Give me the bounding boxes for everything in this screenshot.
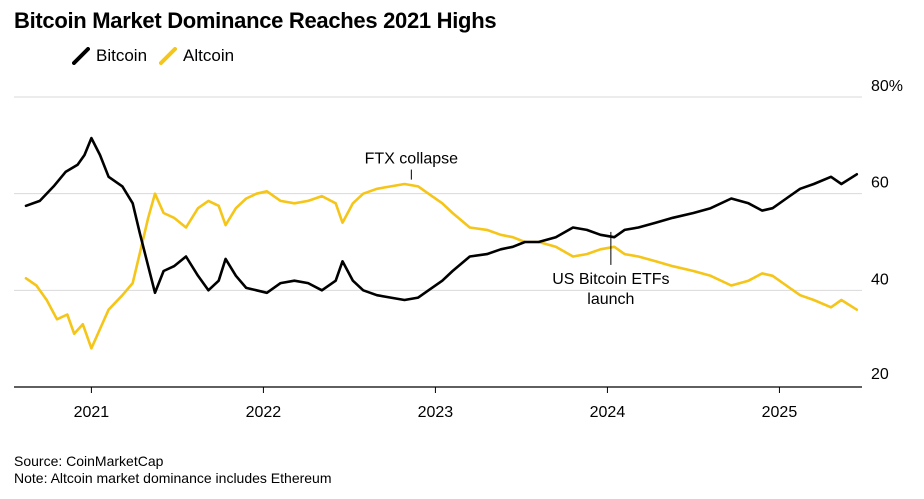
- legend-swatch-line-altcoin: [159, 47, 178, 65]
- series-line-altcoin: [24, 182, 859, 350]
- legend-label-bitcoin: Bitcoin: [96, 46, 148, 65]
- annotation-label-etf-1: launch: [587, 291, 634, 308]
- legend-swatch-altcoin: [159, 47, 178, 65]
- series-line-bitcoin: [24, 136, 859, 302]
- footnote: Note: Altcoin market dominance includes …: [14, 470, 332, 486]
- legend-label-altcoin: Altcoin: [183, 46, 235, 65]
- x-tick-label-2024: 2024: [590, 404, 626, 421]
- footer: Source: CoinMarketCap Note: Altcoin mark…: [14, 453, 332, 487]
- y-tick-label-60: 60: [871, 175, 889, 192]
- y-tick-label-40: 40: [871, 271, 889, 288]
- legend-item-bitcoin: Bitcoin: [72, 46, 147, 66]
- legend: Bitcoin Altcoin: [72, 46, 246, 66]
- y-tick-label-80: 80%: [871, 78, 903, 95]
- annotation-label-etf-0: US Bitcoin ETFs: [552, 271, 669, 288]
- x-tick-label-2021: 2021: [74, 404, 110, 421]
- annotation-label-ftx-0: FTX collapse: [365, 151, 458, 168]
- legend-item-altcoin: Altcoin: [159, 46, 234, 66]
- x-tick-label-2022: 2022: [246, 404, 282, 421]
- legend-swatch-line-bitcoin: [72, 47, 90, 65]
- x-tick-label-2025: 2025: [762, 404, 798, 421]
- y-tick-label-20: 20: [871, 366, 889, 383]
- chart-title: Bitcoin Market Dominance Reaches 2021 Hi…: [14, 8, 497, 33]
- source-note: Source: CoinMarketCap: [14, 453, 164, 469]
- legend-swatch-bitcoin: [72, 47, 90, 65]
- x-tick-label-2023: 2023: [418, 404, 454, 421]
